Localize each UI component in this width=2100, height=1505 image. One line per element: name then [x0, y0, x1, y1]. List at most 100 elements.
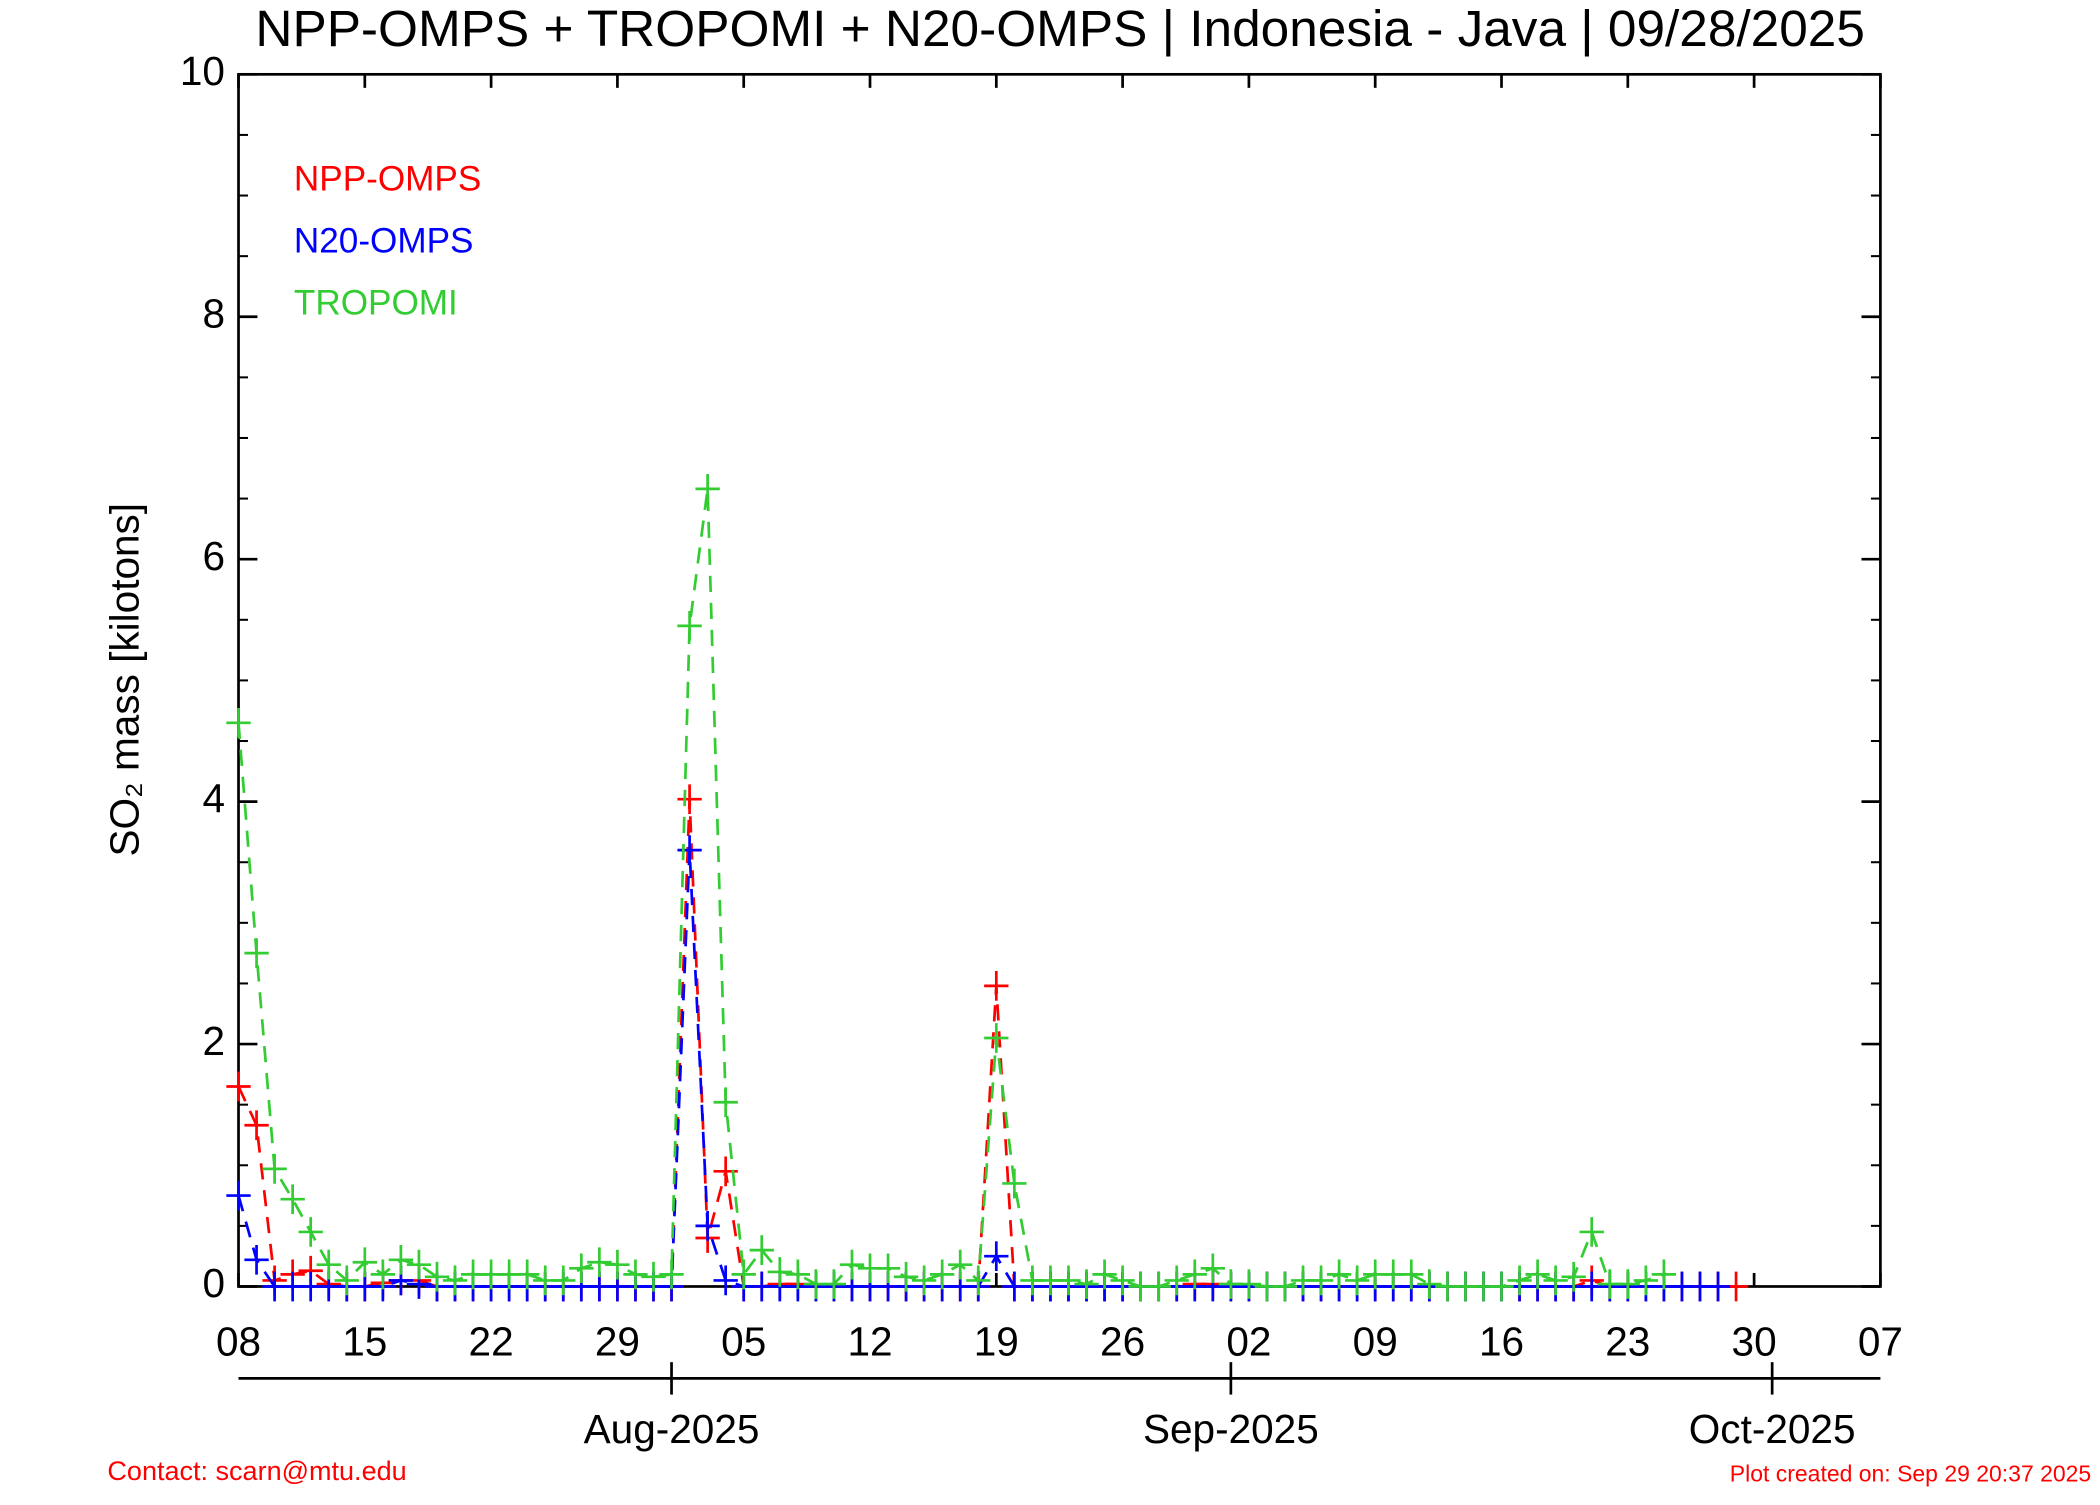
point-marker [677, 610, 702, 641]
point-marker [1489, 1271, 1514, 1302]
legend-entry: TROPOMI [294, 284, 458, 323]
point-marker [1272, 1271, 1298, 1302]
point-marker [1074, 1269, 1099, 1299]
point-marker [406, 1249, 432, 1280]
legend-entry: NPP-OMPS [294, 159, 481, 198]
point-marker [244, 1244, 269, 1275]
x-tick-label: 22 [469, 1318, 514, 1364]
point-marker [424, 1261, 450, 1292]
point-marker [875, 1253, 901, 1284]
point-marker [551, 1265, 576, 1296]
point-marker [226, 1180, 251, 1211]
y-tick-label: 4 [202, 775, 225, 821]
point-marker [1651, 1259, 1677, 1290]
point-marker [1110, 1265, 1135, 1296]
point-marker [713, 1087, 738, 1118]
point-marker [1182, 1259, 1207, 1290]
x-tick-label: 07 [1858, 1318, 1903, 1364]
y-tick-label: 10 [180, 48, 225, 94]
point-marker [1633, 1265, 1659, 1296]
point-marker [1345, 1265, 1370, 1296]
point-marker [298, 1217, 323, 1247]
point-marker [316, 1249, 341, 1280]
x-tick-label: 09 [1353, 1318, 1398, 1364]
point-marker [1417, 1269, 1442, 1299]
point-marker [226, 1071, 251, 1102]
point-marker [1092, 1259, 1117, 1290]
point-marker [1164, 1265, 1189, 1296]
point-marker [1200, 1253, 1225, 1284]
point-marker [515, 1259, 540, 1290]
point-marker [1002, 1168, 1027, 1199]
point-marker [1525, 1259, 1550, 1290]
x-tick-label: 26 [1100, 1318, 1145, 1364]
point-marker [334, 1265, 359, 1296]
point-marker [1399, 1259, 1424, 1290]
x-tick-label: 23 [1605, 1318, 1650, 1364]
x-tick-label: 15 [342, 1318, 387, 1364]
series-line [237, 488, 1665, 1288]
point-marker [984, 1241, 1009, 1272]
point-marker [280, 1184, 305, 1215]
y-tick-label: 8 [202, 290, 225, 336]
point-marker [623, 1259, 648, 1290]
point-marker [442, 1265, 468, 1296]
x-tick-label: 29 [595, 1318, 640, 1364]
point-marker [605, 1249, 630, 1280]
x-tick-label: 02 [1226, 1318, 1271, 1364]
point-marker [659, 1259, 684, 1290]
point-marker [984, 1023, 1009, 1053]
point-marker [1056, 1265, 1081, 1296]
point-marker [1146, 1271, 1171, 1302]
point-marker [226, 707, 251, 738]
month-label: Oct-2025 [1689, 1406, 1856, 1452]
x-tick-label: 08 [216, 1318, 261, 1364]
point-marker [262, 1154, 287, 1184]
y-tick-label: 0 [202, 1260, 225, 1306]
point-marker [388, 1244, 414, 1275]
point-marker [1705, 1271, 1731, 1302]
point-marker [1326, 1259, 1352, 1290]
point-marker [244, 1110, 269, 1141]
chart-title: NPP-OMPS + TROPOMI + N20-OMPS | Indonesi… [255, 0, 1865, 57]
point-marker [352, 1247, 377, 1278]
point-marker [1561, 1261, 1586, 1292]
y-tick-label: 2 [202, 1018, 225, 1064]
x-tick-label: 30 [1732, 1318, 1777, 1364]
point-marker [677, 835, 702, 865]
point-marker [948, 1249, 973, 1280]
point-marker [785, 1259, 811, 1290]
series-line [237, 850, 1719, 1288]
plot-frame [237, 72, 1882, 1288]
point-marker [1236, 1269, 1262, 1299]
point-marker [695, 474, 720, 504]
point-marker [1308, 1265, 1334, 1296]
x-tick-label: 19 [974, 1318, 1019, 1364]
point-marker [984, 971, 1009, 1001]
created-note: Plot created on: Sep 29 20:37 2025 [1730, 1461, 2091, 1487]
x-tick-label: 05 [721, 1318, 766, 1364]
point-marker [731, 1259, 756, 1290]
point-marker [1507, 1265, 1532, 1296]
point-marker [1579, 1217, 1604, 1247]
x-tick-label: 12 [847, 1318, 892, 1364]
x-tick-label: 16 [1479, 1318, 1524, 1364]
series-line [237, 799, 1737, 1288]
point-marker [893, 1261, 919, 1292]
point-marker [839, 1249, 865, 1280]
point-marker [1615, 1269, 1640, 1299]
month-label: Sep-2025 [1143, 1406, 1319, 1452]
point-marker [930, 1259, 955, 1290]
contact: Contact: scarn@mtu.edu [107, 1456, 406, 1486]
point-marker [587, 1247, 612, 1278]
point-marker [767, 1257, 792, 1287]
point-marker [713, 1265, 738, 1296]
point-marker [677, 784, 702, 815]
point-marker [370, 1259, 396, 1290]
point-marker [821, 1269, 847, 1299]
legend-entry: N20-OMPS [294, 222, 474, 261]
point-marker [966, 1265, 991, 1296]
point-marker [244, 938, 269, 969]
